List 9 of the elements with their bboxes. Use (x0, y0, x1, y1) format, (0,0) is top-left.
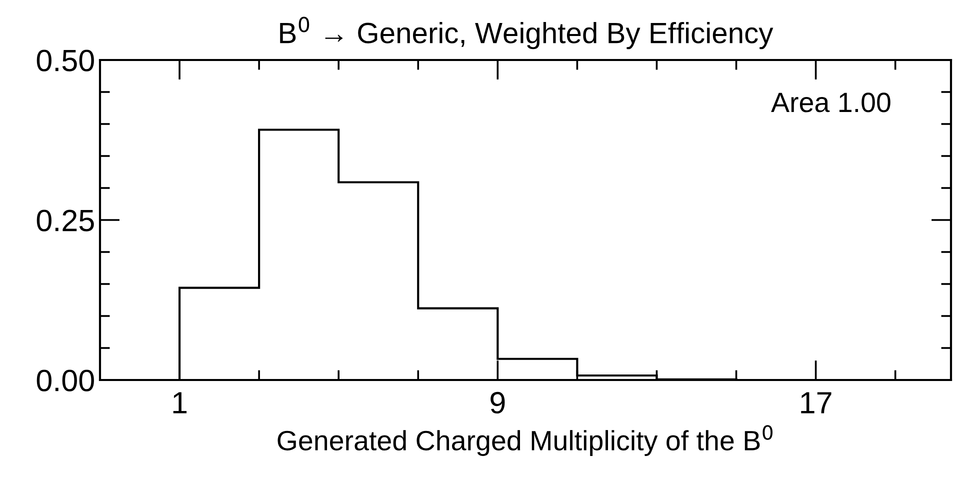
annotation: Area 1.00 (771, 92, 890, 112)
x-tick-label: 9 (490, 392, 505, 414)
y-tick-label: 0.00 (36, 370, 94, 392)
x-axis-title: Generated Charged Multiplicity of the B$^{0}$ (278, 425, 772, 456)
y-tick-label: 0.50 (36, 50, 94, 72)
x-tick-label: 1 (173, 392, 187, 414)
x-tick-label: 17 (801, 392, 832, 414)
y-tick-label: 0.25 (36, 210, 94, 232)
chart-title: B$^{0}$ → Generic, Weighted By Efficiency (280, 16, 774, 50)
